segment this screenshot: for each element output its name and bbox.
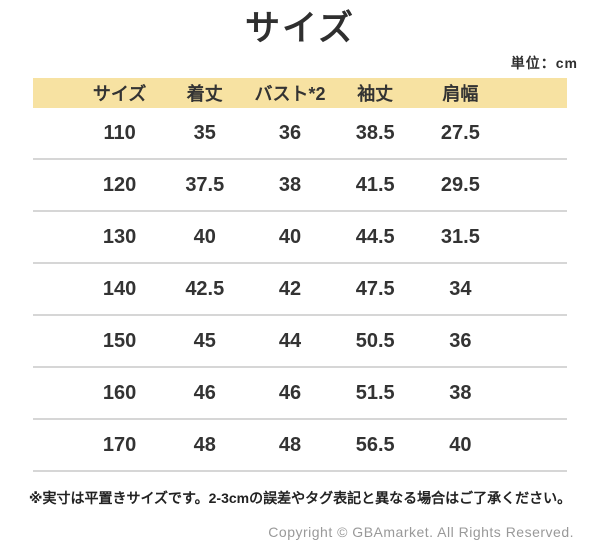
table-cell: 140 [102,277,137,300]
header-cell: 袖丈 [357,84,394,104]
page-title: サイズ [245,9,355,48]
table-row: 140 42.5 42 47.5 34 [33,264,567,316]
header-cell: 着丈 [186,84,223,104]
table-cell: 44.5 [355,225,395,248]
table-cell: 48 [278,433,302,456]
table-cell: 35 [193,121,216,144]
table-cell: 150 [102,329,137,352]
table-row: 160 46 46 51.5 38 [33,368,567,420]
table-row: 110 35 36 38.5 27.5 [33,108,567,160]
table-cell: 56.5 [355,433,395,456]
table-cell: 37.5 [185,173,225,196]
table-row: 130 40 40 44.5 31.5 [33,212,567,264]
table-cell: 50.5 [355,329,395,352]
table-cell: 31.5 [440,225,480,248]
unit-label: 単位：cm [510,55,578,71]
table-cell: 170 [102,433,137,456]
header-cell: バスト*2 [254,84,326,104]
table-cell: 44 [278,329,302,352]
table-cell: 34 [449,277,472,300]
table-cell: 46 [193,381,216,404]
header-cell: 肩幅 [442,84,479,104]
table-header-row: サイズ 着丈 バスト*2 袖丈 肩幅 [33,78,567,108]
note-text: ※実寸は平置きサイズです。2-3cmの誤差やタグ表記と異なる場合はご了承ください… [28,490,572,506]
table-cell: 41.5 [355,173,395,196]
table-cell: 29.5 [440,173,480,196]
table-cell: 42 [278,277,302,300]
table-cell: 38.5 [355,121,395,144]
table-row: 120 37.5 38 41.5 29.5 [33,160,567,212]
table-row: 170 48 48 56.5 40 [33,420,567,472]
table-cell: 51.5 [355,381,395,404]
table-cell: 48 [193,433,216,456]
table-cell: 110 [103,121,136,144]
table-cell: 40 [449,433,472,456]
table-cell: 38 [449,381,472,404]
table-cell: 45 [193,329,216,352]
size-chart-page: サイズ 単位：cm サイズ 着丈 バスト*2 袖丈 肩幅 110 35 36 38.5 27.5… [0,6,600,552]
table-cell: 130 [102,225,137,248]
table-body: 110 35 36 38.5 27.5 120 37.5 38 41.5 29.5 130 40 40 4… [33,108,567,472]
table-cell: 47.5 [355,277,395,300]
table-cell: 38 [278,173,302,196]
copyright-text: Copyright © GBAmarket. All Rights Reserv… [268,524,574,540]
table-cell: 46 [278,381,302,404]
table-row: 150 45 44 50.5 36 [33,316,567,368]
header-cell: サイズ [92,84,147,104]
table-cell: 42.5 [185,277,225,300]
table-cell: 160 [102,381,137,404]
table-cell: 120 [102,173,137,196]
table-cell: 40 [193,225,216,248]
table-cell: 40 [278,225,302,248]
size-table: サイズ 着丈 バスト*2 袖丈 肩幅 110 35 36 38.5 27.5 120 37.5 38 4… [33,78,567,472]
table-cell: 36 [449,329,472,352]
table-cell: 36 [278,121,302,144]
table-cell: 27.5 [440,121,480,144]
